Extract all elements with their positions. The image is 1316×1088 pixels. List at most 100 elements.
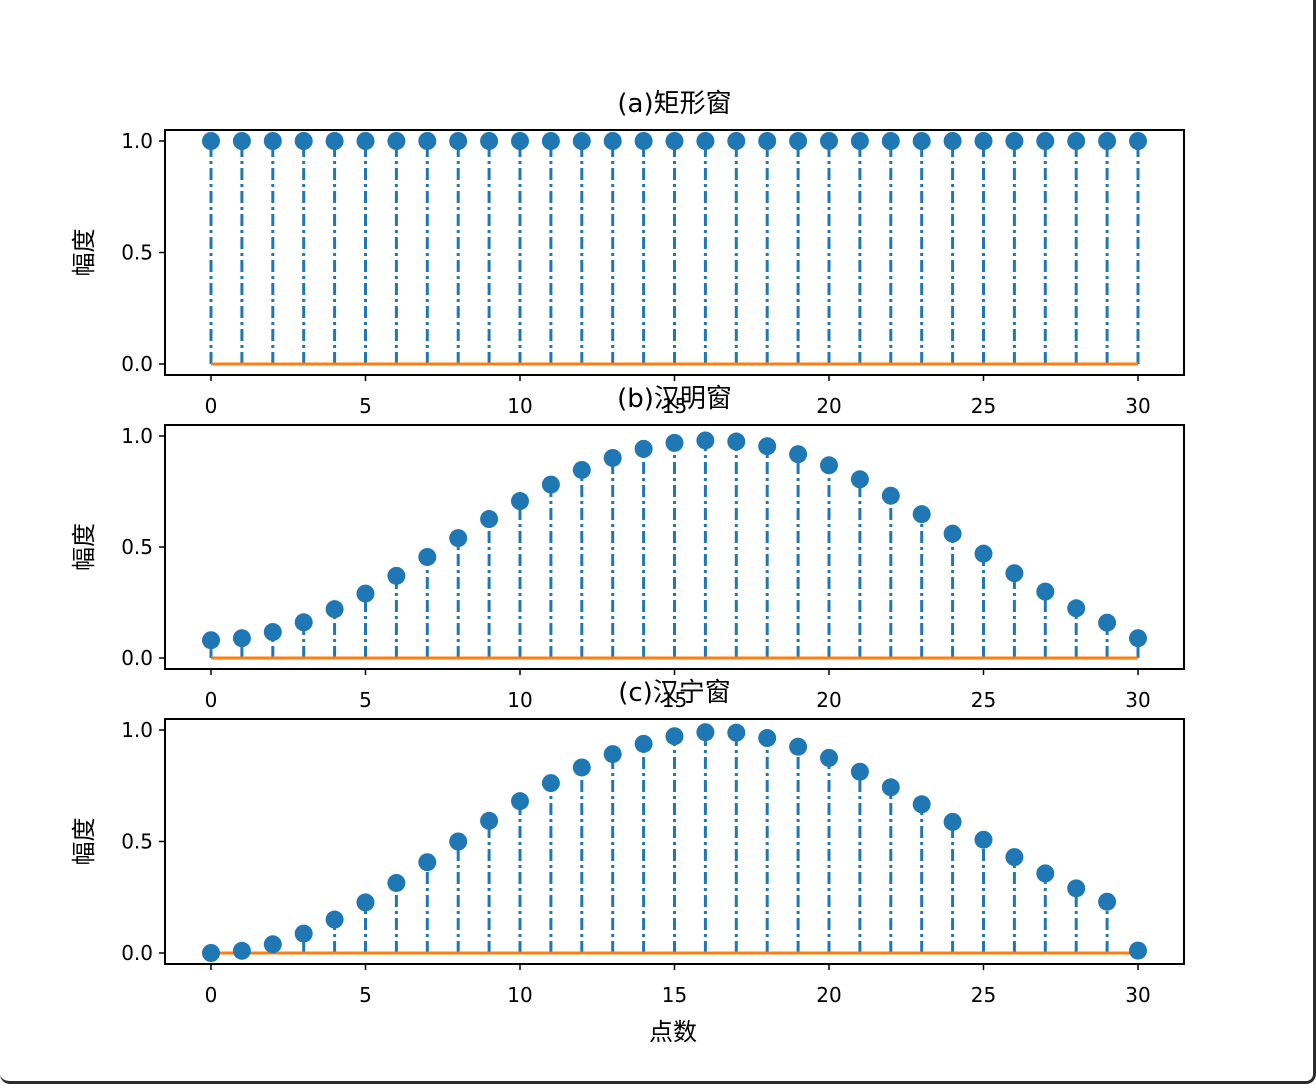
stem-marker xyxy=(356,893,375,912)
stem-marker xyxy=(202,132,220,150)
x-tick-label: 10 xyxy=(507,688,532,712)
stem-marker xyxy=(1005,564,1024,583)
stem-marker xyxy=(263,132,282,150)
stem-marker xyxy=(850,470,869,489)
stem-marker xyxy=(202,944,220,962)
stem-marker xyxy=(881,778,900,797)
figure-x-axis-label: 点数 xyxy=(649,1018,697,1046)
y-tick-label: 1.0 xyxy=(121,129,153,153)
y-tick-label: 0.5 xyxy=(121,535,153,559)
stem-marker xyxy=(850,762,869,781)
stem-marker xyxy=(727,432,746,451)
stem-marker xyxy=(541,774,560,793)
subplot-title: (c)汉宁窗 xyxy=(618,678,731,708)
stem-marker xyxy=(263,935,282,954)
stem-marker xyxy=(634,132,653,150)
stem-marker xyxy=(789,445,808,464)
stem-marker xyxy=(850,132,869,150)
stem-marker xyxy=(603,448,622,467)
stem-marker xyxy=(325,600,344,619)
stem-marker xyxy=(1005,132,1024,150)
x-tick-label: 20 xyxy=(816,394,841,418)
stem-marker xyxy=(912,505,931,524)
stem-marker xyxy=(263,623,282,642)
stem-marker xyxy=(727,723,746,742)
x-tick-label: 30 xyxy=(1125,688,1150,712)
stem-marker xyxy=(820,748,838,767)
x-tick-label: 25 xyxy=(971,688,996,712)
x-tick-label: 5 xyxy=(359,983,372,1007)
stem-marker xyxy=(480,811,499,830)
stem-marker xyxy=(1005,848,1024,867)
stem-marker xyxy=(1129,132,1147,150)
stem-marker xyxy=(789,737,808,756)
x-tick-label: 5 xyxy=(359,688,372,712)
stem-marker xyxy=(634,439,653,458)
stem-marker xyxy=(881,486,900,505)
stem-marker xyxy=(572,460,591,479)
y-tick-label: 0.5 xyxy=(121,241,153,265)
stem-marker xyxy=(696,723,715,742)
stem-marker xyxy=(325,910,344,929)
stem-marker xyxy=(387,566,406,585)
stem-marker xyxy=(449,132,468,150)
stem-marker xyxy=(294,132,313,150)
stem-marker xyxy=(1036,864,1055,883)
stem-marker xyxy=(572,758,591,777)
x-tick-label: 20 xyxy=(816,983,841,1007)
stem-marker xyxy=(572,132,591,150)
x-tick-label: 15 xyxy=(662,394,687,418)
stem-marker xyxy=(943,524,962,543)
x-tick-label: 15 xyxy=(662,688,687,712)
subplot-title: (a)矩形窗 xyxy=(617,89,731,119)
stem-marker xyxy=(480,132,499,150)
y-tick-label: 0.0 xyxy=(121,646,153,670)
stem-marker xyxy=(974,132,993,150)
stem-marker xyxy=(325,132,344,150)
stem-marker xyxy=(943,812,962,831)
stem-marker xyxy=(294,613,313,632)
stem-marker xyxy=(912,795,931,814)
stem-marker xyxy=(356,132,375,150)
stem-marker xyxy=(758,132,777,150)
stem-marker xyxy=(232,132,251,150)
stem-marker xyxy=(1098,613,1117,632)
stem-marker xyxy=(356,584,375,603)
stem-marker xyxy=(511,132,529,150)
stem-marker xyxy=(1067,599,1086,618)
stem-marker xyxy=(789,132,808,150)
stem-marker xyxy=(727,132,746,150)
stem-marker xyxy=(449,529,468,548)
stem-marker xyxy=(541,132,560,150)
stem-marker xyxy=(1067,132,1086,150)
stem-marker xyxy=(1129,629,1147,648)
stem-marker xyxy=(541,475,560,494)
stem-marker xyxy=(1098,132,1117,150)
stem-marker xyxy=(974,544,993,563)
stem-marker xyxy=(202,631,220,650)
stem-marker xyxy=(665,727,684,746)
y-axis-label: 幅度 xyxy=(70,818,98,866)
x-tick-label: 30 xyxy=(1125,983,1150,1007)
stem-marker xyxy=(758,437,777,456)
stem-marker xyxy=(232,629,251,648)
stem-marker xyxy=(418,547,437,566)
x-tick-label: 0 xyxy=(205,983,218,1007)
stem-marker xyxy=(480,510,499,529)
x-tick-label: 20 xyxy=(816,688,841,712)
stem-marker xyxy=(387,132,406,150)
x-tick-label: 0 xyxy=(205,394,218,418)
stem-marker xyxy=(912,132,931,150)
stem-marker xyxy=(232,941,251,960)
y-axis-label: 幅度 xyxy=(70,229,98,277)
stem-marker xyxy=(665,433,684,452)
stem-marker xyxy=(511,492,529,511)
stem-marker xyxy=(1129,941,1147,960)
y-axis-label: 幅度 xyxy=(70,523,98,571)
stem-marker xyxy=(881,132,900,150)
x-tick-label: 25 xyxy=(971,394,996,418)
stem-marker xyxy=(1067,879,1086,898)
stem-marker xyxy=(387,873,406,892)
